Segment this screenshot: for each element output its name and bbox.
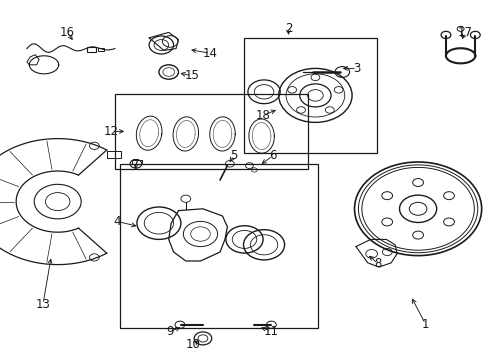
Bar <box>87 47 96 52</box>
Text: 2: 2 <box>284 22 292 35</box>
Text: 9: 9 <box>166 325 174 338</box>
Text: 10: 10 <box>185 338 200 351</box>
Text: 8: 8 <box>373 257 381 270</box>
Text: 14: 14 <box>203 47 217 60</box>
Text: 17: 17 <box>457 26 472 39</box>
Text: 18: 18 <box>255 109 270 122</box>
Text: 3: 3 <box>352 62 360 75</box>
Text: 12: 12 <box>104 125 119 138</box>
Text: 13: 13 <box>36 298 50 311</box>
Bar <box>120 164 317 328</box>
Bar <box>98 48 103 51</box>
Text: 1: 1 <box>421 318 428 330</box>
Text: 7: 7 <box>132 158 140 171</box>
Text: 5: 5 <box>229 149 237 162</box>
Text: 16: 16 <box>60 26 75 39</box>
Bar <box>244 38 376 153</box>
Text: 11: 11 <box>264 325 278 338</box>
Text: 6: 6 <box>268 149 276 162</box>
Text: 4: 4 <box>113 215 121 228</box>
Bar <box>132 160 142 164</box>
Bar <box>115 94 307 169</box>
Text: 15: 15 <box>184 69 199 82</box>
